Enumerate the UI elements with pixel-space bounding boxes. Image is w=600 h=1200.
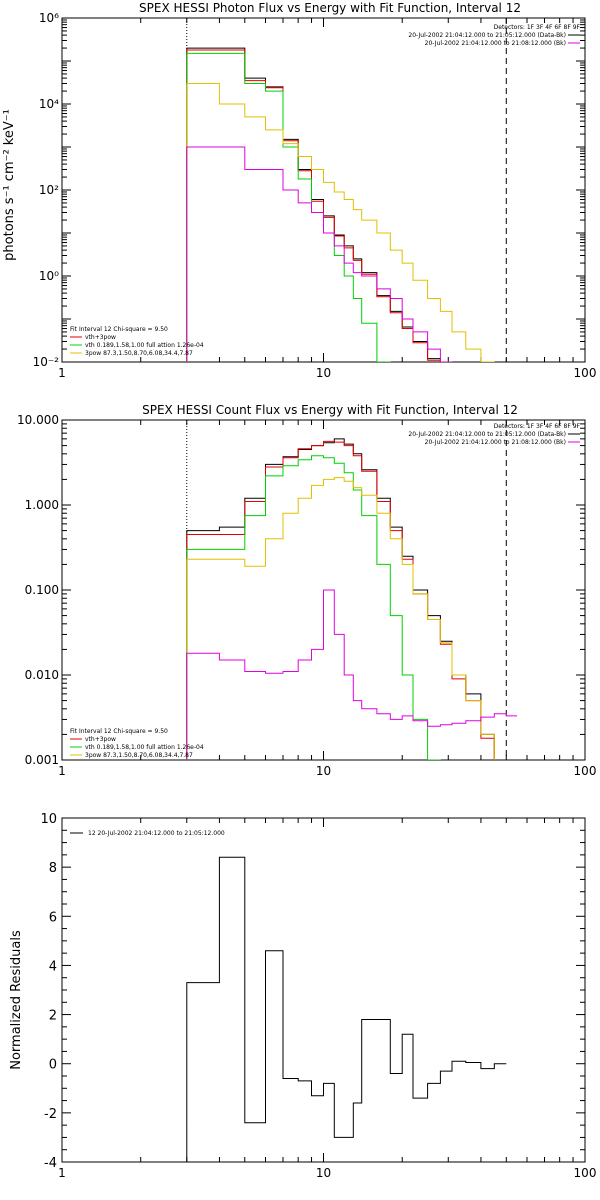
count-flux-fit-line3: 3pow 87.3,1.50,8.70,6.08,34.4,7.87 xyxy=(85,752,193,759)
photon-flux-y-tick-label: 10² xyxy=(39,183,59,197)
count-flux-plot-area: 1 10 100 0.001 0.010 0.100 1.000 10.000 xyxy=(17,413,596,778)
photon-flux-series-2 xyxy=(186,52,391,362)
residuals-y-tick-label: 2 xyxy=(49,1009,57,1024)
residuals-x-tick-label: 10 xyxy=(316,1166,331,1180)
count-flux-y-tick-label: 10.000 xyxy=(17,413,59,427)
photon-flux-legend: Detectors: 1F 3F 4F 6F 8F 9F 20-Jul-2002… xyxy=(70,24,581,357)
photon-flux-y-tick-label: 10⁶ xyxy=(39,11,59,25)
residuals-y-tick-label: 10 xyxy=(40,812,57,827)
residuals-y-tick-label: 4 xyxy=(49,959,57,974)
photon-flux-fit-line2: vth 0.189,1.58,1.00 full attion 1.26e-04 xyxy=(85,342,204,349)
residuals-legend-text: 12 20-Jul-2002 21:04:12.000 to 21:05:12.… xyxy=(88,830,225,837)
residuals-panel: Normalized Residuals 1 10 100 -4 -2 0 2 4 6 8 10 1… xyxy=(9,812,596,1180)
count-flux-series-3 xyxy=(186,477,495,760)
residuals-plot-area: 1 10 100 -4 -2 0 2 4 6 8 10 xyxy=(40,812,596,1180)
count-flux-series-2 xyxy=(186,455,441,760)
residuals-legend: 12 20-Jul-2002 21:04:12.000 to 21:05:12.… xyxy=(70,830,225,837)
residuals-y-tick-label: 8 xyxy=(49,861,57,876)
photon-flux-y-tick-label: 10⁰ xyxy=(39,269,59,283)
residuals-y-tick-label: -2 xyxy=(44,1107,57,1122)
count-flux-legend: Detectors: 1F 3F 4F 6F 8F 9F 20-Jul-2002… xyxy=(70,423,581,759)
count-flux-x-tick-label: 1 xyxy=(58,764,66,778)
residuals-y-tick-label: 6 xyxy=(49,910,57,925)
photon-flux-series-4 xyxy=(186,146,453,362)
count-flux-series-0 xyxy=(186,438,495,760)
photon-flux-x-tick-label: 1 xyxy=(58,366,66,380)
photon-flux-x-tick-label: 10 xyxy=(316,366,331,380)
count-flux-y-tick-label: 0.010 xyxy=(25,668,59,682)
photon-flux-series-1 xyxy=(186,49,441,362)
photon-flux-fit-line1: vth+3pow xyxy=(85,334,116,341)
photon-flux-legend-data-bk: 20-Jul-2002 21:04:12.000 to 21:05:12.000… xyxy=(408,32,566,39)
count-flux-panel: SPEX HESSI Count Flux vs Energy with Fit… xyxy=(17,403,596,778)
residuals-axes-frame xyxy=(61,817,586,1163)
count-flux-x-tick-label: 100 xyxy=(574,764,597,778)
count-flux-title: SPEX HESSI Count Flux vs Energy with Fit… xyxy=(142,403,518,417)
count-flux-fit-header: Fit Interval 12 Chi-square = 9.50 xyxy=(70,728,168,735)
photon-flux-x-tick-label: 100 xyxy=(574,366,597,380)
count-flux-fit-line2: vth 0.189,1.58,1.00 full attion 1.26e-04 xyxy=(85,744,204,751)
photon-flux-series-3 xyxy=(186,83,495,362)
photon-flux-y-label: photons s⁻¹ cm⁻² keV⁻¹ xyxy=(2,109,17,261)
residuals-x-tick-label: 100 xyxy=(574,1166,597,1180)
count-flux-series-1 xyxy=(186,440,495,760)
photon-flux-y-tick-label: 10⁴ xyxy=(39,97,59,111)
residuals-y-tick-label: 0 xyxy=(49,1058,57,1073)
photon-flux-legend-detectors: Detectors: 1F 3F 4F 6F 8F 9F xyxy=(494,24,581,31)
photon-flux-legend-bk: 20-Jul-2002 21:04:12.000 to 21:08:12.000… xyxy=(425,40,566,47)
residuals-y-tick-label: -4 xyxy=(44,1156,57,1171)
count-flux-legend-data-bk: 20-Jul-2002 21:04:12.000 to 21:05:12.000… xyxy=(408,431,566,438)
residuals-x-tick-label: 1 xyxy=(58,1166,66,1180)
count-flux-x-tick-label: 10 xyxy=(316,764,331,778)
residuals-series-0 xyxy=(186,856,507,1162)
count-flux-legend-bk: 20-Jul-2002 21:04:12.000 to 21:08:12.000… xyxy=(425,439,566,446)
count-flux-y-tick-label: 0.100 xyxy=(25,583,59,597)
photon-flux-series-0 xyxy=(186,47,441,362)
photon-flux-title: SPEX HESSI Photon Flux vs Energy with Fi… xyxy=(139,1,521,15)
count-flux-y-tick-label: 1.000 xyxy=(25,498,59,512)
photon-flux-plot-area: 1 10 100 10⁻² 10⁰ 10² 10⁴ 10⁶ xyxy=(33,11,597,380)
count-flux-series-4 xyxy=(186,589,518,760)
residuals-y-label: Normalized Residuals xyxy=(9,930,24,1070)
photon-flux-y-tick-label: 10⁻² xyxy=(33,355,60,369)
count-flux-fit-line1: vth+3pow xyxy=(85,736,116,743)
count-flux-y-tick-label: 0.001 xyxy=(25,753,59,767)
photon-flux-fit-header: Fit Interval 12 Chi-square = 9.50 xyxy=(70,326,168,333)
photon-flux-panel: SPEX HESSI Photon Flux vs Energy with Fi… xyxy=(2,1,596,380)
count-flux-legend-detectors: Detectors: 1F 3F 4F 6F 8F 9F xyxy=(494,423,581,430)
photon-flux-fit-line3: 3pow 87.3,1.50,8.70,6.08,34.4,7.87 xyxy=(85,350,193,357)
